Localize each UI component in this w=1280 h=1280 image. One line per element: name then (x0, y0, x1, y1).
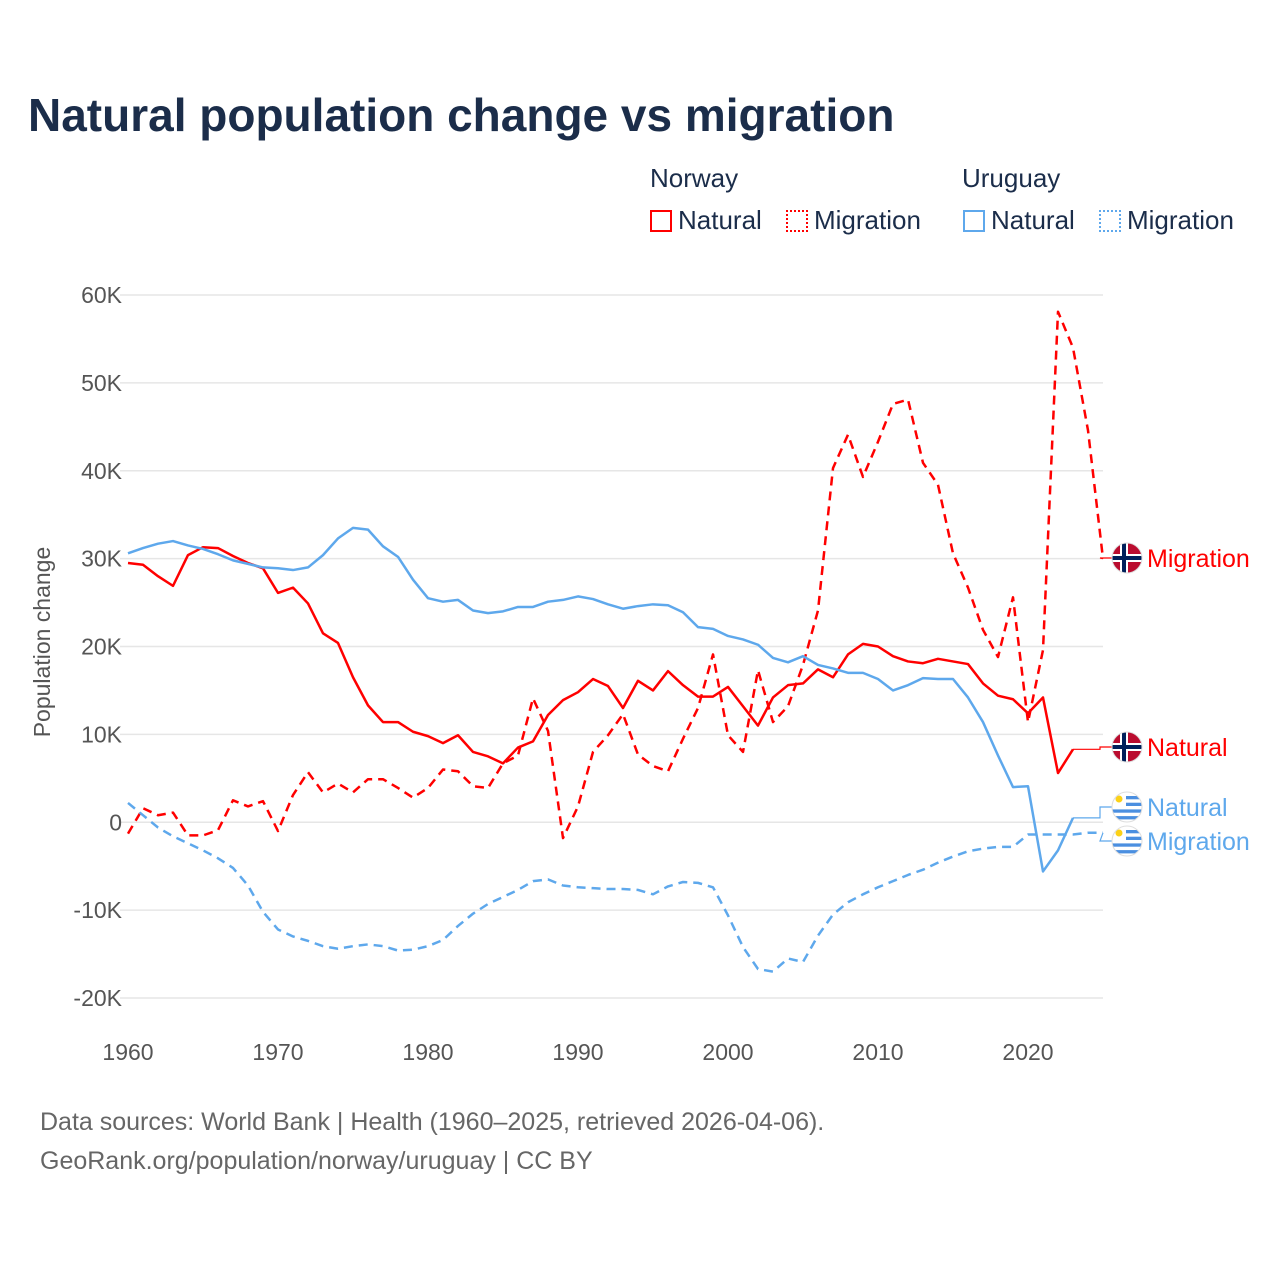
legend-label: Migration (1127, 205, 1234, 235)
legend-uruguay-migration[interactable]: Migration (1099, 205, 1234, 236)
y-tick-label: 20K (81, 634, 123, 660)
legend-country-uruguay: Uruguay (962, 163, 1061, 193)
uruguay-flag-icon (1111, 791, 1143, 823)
series-end-label: Migration (1147, 828, 1250, 856)
x-tick-label: 1990 (552, 1039, 603, 1065)
norway-flag-icon (1111, 542, 1143, 574)
footer-sources: Data sources: World Bank | Health (1960–… (40, 1108, 825, 1136)
x-tick-label: 1960 (102, 1039, 153, 1065)
y-tick-label: 50K (81, 370, 123, 396)
norway-flag-icon (1111, 731, 1143, 763)
legend-label: Migration (814, 205, 921, 235)
x-tick-label: 2000 (702, 1039, 753, 1065)
legend-country-norway: Norway (650, 163, 739, 193)
chart-title: Natural population change vs migration (28, 89, 895, 141)
series-end-label: Natural (1147, 734, 1228, 762)
y-tick-label: 40K (81, 458, 123, 484)
x-tick-label: 1970 (252, 1039, 303, 1065)
end-connector (1099, 557, 1112, 560)
uruguay-flag-icon (1111, 825, 1143, 857)
y-tick-label: -10K (73, 897, 122, 923)
end-connector (1073, 746, 1112, 750)
dotted-swatch-icon (786, 209, 808, 232)
y-tick-label: 0 (109, 809, 122, 835)
legend-norway-migration[interactable]: Migration (786, 205, 921, 236)
series-line-norway-migration (126, 310, 1105, 840)
legend-norway-natural[interactable]: Natural (650, 205, 762, 236)
y-tick-label: -20K (73, 985, 122, 1011)
y-tick-label: 10K (81, 721, 123, 747)
y-tick-label: 30K (81, 546, 123, 572)
y-axis-label: Population change (29, 547, 55, 738)
legend-label: Natural (678, 205, 762, 235)
series-end-label: Migration (1147, 545, 1250, 573)
series-line-uruguay-migration (127, 801, 1103, 973)
x-tick-label: 2010 (852, 1039, 903, 1065)
series-line-norway-natural (127, 545, 1075, 775)
end-connector (1099, 832, 1112, 842)
series-line-uruguay-natural (127, 526, 1075, 873)
y-tick-label: 60K (81, 282, 123, 308)
series-end-label: Natural (1147, 794, 1228, 822)
solid-swatch-icon (963, 209, 985, 232)
legend-uruguay-natural[interactable]: Natural (963, 205, 1075, 236)
x-tick-label: 2020 (1002, 1039, 1053, 1065)
x-tick-label: 1980 (402, 1039, 453, 1065)
dotted-swatch-icon (1099, 209, 1121, 232)
end-connector (1073, 806, 1112, 819)
legend-label: Natural (991, 205, 1075, 235)
solid-swatch-icon (650, 209, 672, 232)
footer-url[interactable]: GeoRank.org/population/norway/uruguay | … (40, 1147, 593, 1175)
